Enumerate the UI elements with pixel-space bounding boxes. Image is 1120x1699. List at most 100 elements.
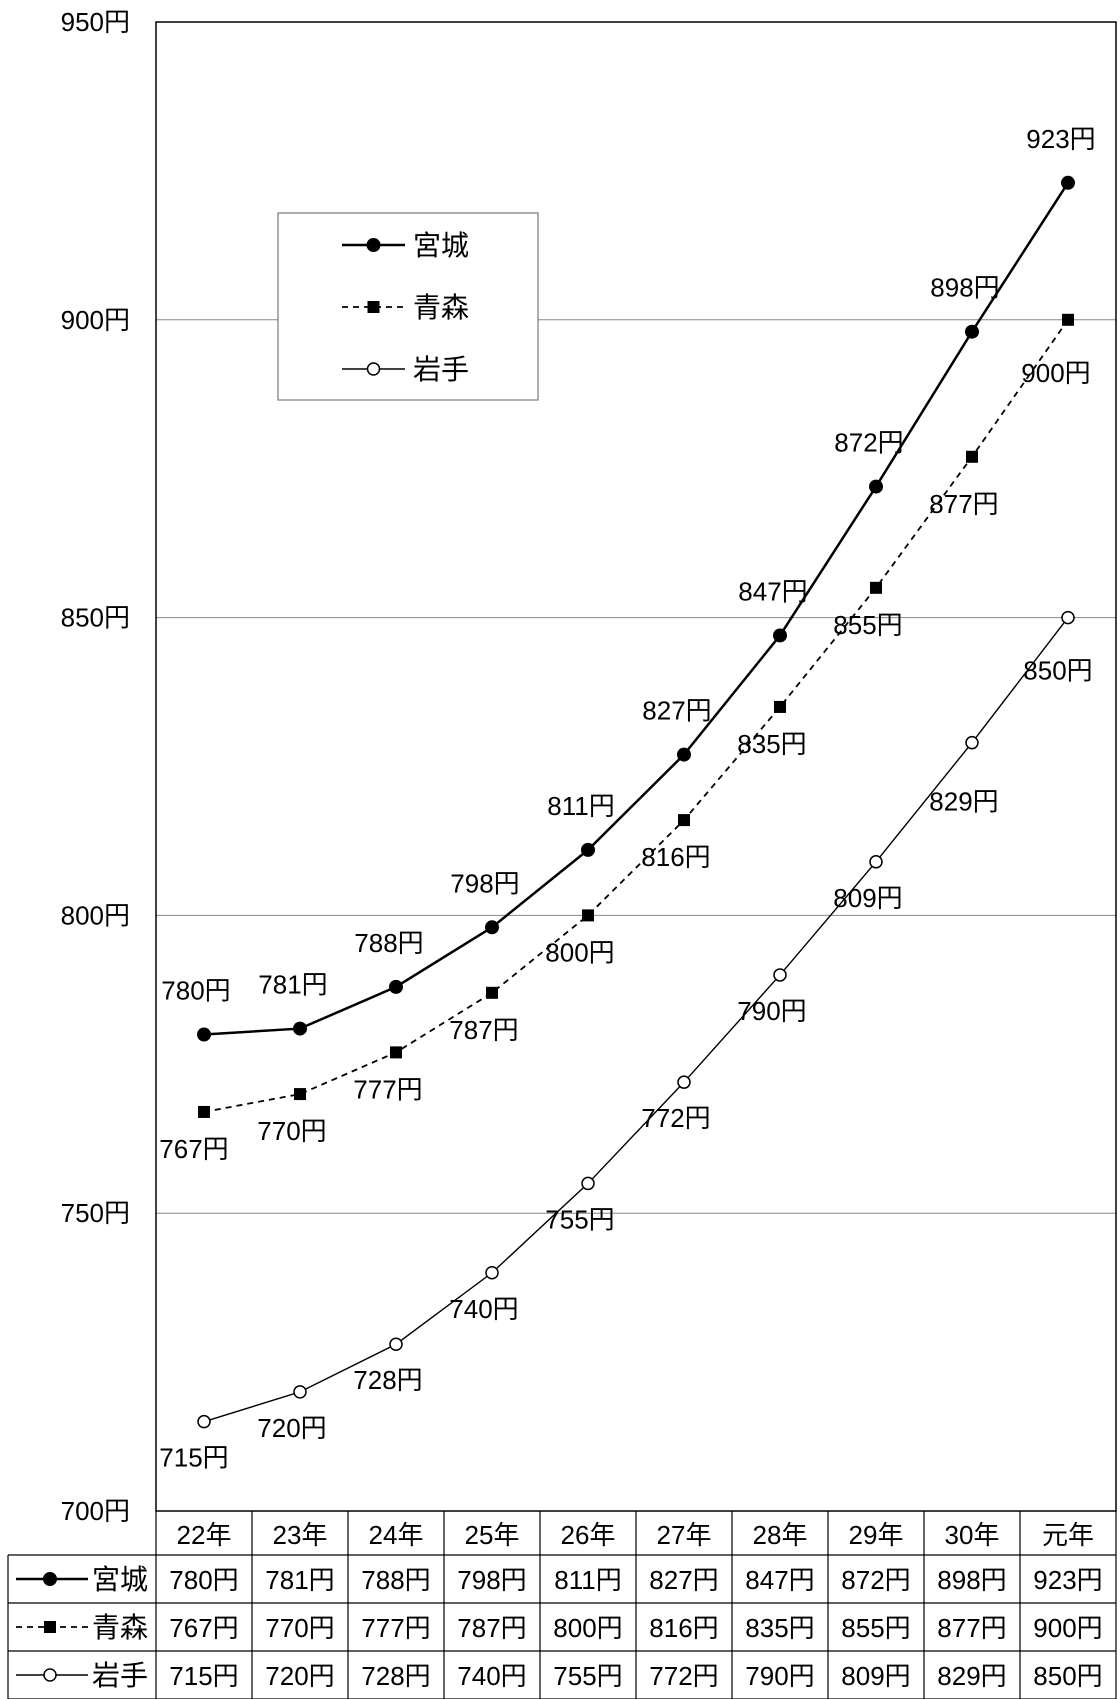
table-cell: 728円 <box>361 1661 430 1691</box>
table-header-cell: 28年 <box>753 1520 808 1550</box>
data-point <box>773 628 787 643</box>
data-label: 787円 <box>449 1015 518 1045</box>
table-cell: 829円 <box>937 1661 1006 1691</box>
data-label: 728円 <box>353 1365 422 1395</box>
table-cell: 755円 <box>553 1661 622 1691</box>
table-cell: 872円 <box>841 1565 910 1595</box>
table-cell: 772円 <box>649 1661 718 1691</box>
series-layer: 780円 781円 788円 798円 811円 827円 847円 872円 898円 923円… <box>159 124 1095 1473</box>
data-point <box>389 979 403 994</box>
data-label: 798円 <box>450 868 519 898</box>
table-legend-marker <box>44 1621 56 1633</box>
data-point <box>869 479 883 494</box>
data-label: 770円 <box>257 1116 326 1146</box>
data-label: 755円 <box>545 1204 614 1234</box>
data-point <box>678 814 690 827</box>
data-label: 781円 <box>258 970 327 1000</box>
table-cell: 788円 <box>361 1565 430 1595</box>
table-cell: 877円 <box>937 1613 1006 1643</box>
y-tick-label: 950円 <box>61 7 130 37</box>
data-label: 811円 <box>547 791 614 821</box>
data-label: 850円 <box>1023 656 1092 686</box>
series-line <box>203 617 1069 1423</box>
y-axis-ticks: 700円 750円 800円 850円 900円 950円 <box>61 7 130 1526</box>
data-point <box>1061 610 1075 625</box>
y-tick-label: 900円 <box>61 305 130 335</box>
table-header-cell: 24年 <box>369 1520 424 1550</box>
series-line <box>203 182 1070 1036</box>
table-cell: 816円 <box>649 1613 718 1643</box>
table-cell: 767円 <box>169 1613 238 1643</box>
data-point <box>485 1266 499 1280</box>
data-label: 827円 <box>642 696 711 726</box>
table-cell: 855円 <box>841 1613 910 1643</box>
data-label: 835円 <box>737 729 806 759</box>
data-point <box>965 324 979 339</box>
table-header-cell: 30年 <box>945 1520 1000 1550</box>
data-label: 898円 <box>930 273 999 303</box>
data-point <box>677 747 691 762</box>
series-line <box>203 319 1069 1113</box>
table-cell: 898円 <box>937 1565 1006 1595</box>
data-label: 767円 <box>159 1134 228 1164</box>
data-label: 923円 <box>1026 124 1095 154</box>
table-cell: 900円 <box>1033 1613 1102 1643</box>
data-label: 720円 <box>257 1413 326 1443</box>
data-label: 872円 <box>834 428 903 458</box>
table-series-name: 青森 <box>92 1612 148 1643</box>
y-tick-label: 700円 <box>61 1496 130 1526</box>
data-point <box>293 1385 307 1399</box>
data-point <box>870 581 882 594</box>
table-header-cell: 26年 <box>561 1520 616 1550</box>
data-label: 788円 <box>354 928 423 958</box>
data-point <box>773 968 787 982</box>
table-cell: 835円 <box>745 1613 814 1643</box>
table-header-cell: 元年 <box>1042 1520 1094 1550</box>
data-point <box>486 986 498 999</box>
series-青森: 767円 770円 777円 787円 800円 816円 835円 855円 877円 900円 <box>159 313 1091 1164</box>
data-point <box>581 842 595 857</box>
data-point <box>1062 313 1074 326</box>
legend-label: 宮城 <box>413 230 469 261</box>
data-point <box>581 1176 595 1191</box>
data-point <box>774 700 786 713</box>
data-point <box>582 909 594 922</box>
legend-marker <box>367 301 380 313</box>
table-cell: 809円 <box>841 1661 910 1691</box>
data-point <box>390 1046 402 1059</box>
y-tick-label: 850円 <box>61 603 130 633</box>
legend-box <box>277 212 539 401</box>
data-label: 790円 <box>737 996 806 1026</box>
table-cell: 827円 <box>649 1565 718 1595</box>
data-label: 816円 <box>641 842 710 872</box>
table-header-cell: 22年 <box>177 1520 232 1550</box>
y-tick-label: 750円 <box>61 1198 130 1228</box>
legend-label: 岩手 <box>413 354 469 385</box>
data-label: 777円 <box>353 1074 422 1104</box>
data-label: 847円 <box>738 576 807 606</box>
table-header-cell: 25年 <box>465 1520 520 1550</box>
data-point <box>389 1337 403 1351</box>
data-label: 715円 <box>159 1443 228 1473</box>
table-cell: 847円 <box>745 1565 814 1595</box>
data-point <box>197 1414 211 1429</box>
table-cell: 720円 <box>265 1661 334 1691</box>
data-point <box>198 1105 210 1118</box>
table-header-cell: 27年 <box>657 1520 712 1550</box>
table-cell: 850円 <box>1033 1661 1102 1691</box>
data-label: 877円 <box>929 489 998 519</box>
table-legend-marker <box>43 1668 57 1682</box>
table-cell: 777円 <box>361 1613 430 1643</box>
series-岩手: 715円 720円 728円 740円 755円 772円 790円 809円 829円 850円 <box>159 610 1093 1473</box>
table-legend-marker <box>43 1572 57 1586</box>
legend-marker <box>366 362 381 376</box>
data-point <box>293 1021 307 1036</box>
data-point <box>1061 175 1075 190</box>
data-point <box>197 1027 211 1042</box>
legend-label: 青森 <box>413 292 469 323</box>
table-series-name: 岩手 <box>92 1660 148 1691</box>
table-cell: 781円 <box>265 1565 334 1595</box>
data-label: 740円 <box>449 1294 518 1324</box>
